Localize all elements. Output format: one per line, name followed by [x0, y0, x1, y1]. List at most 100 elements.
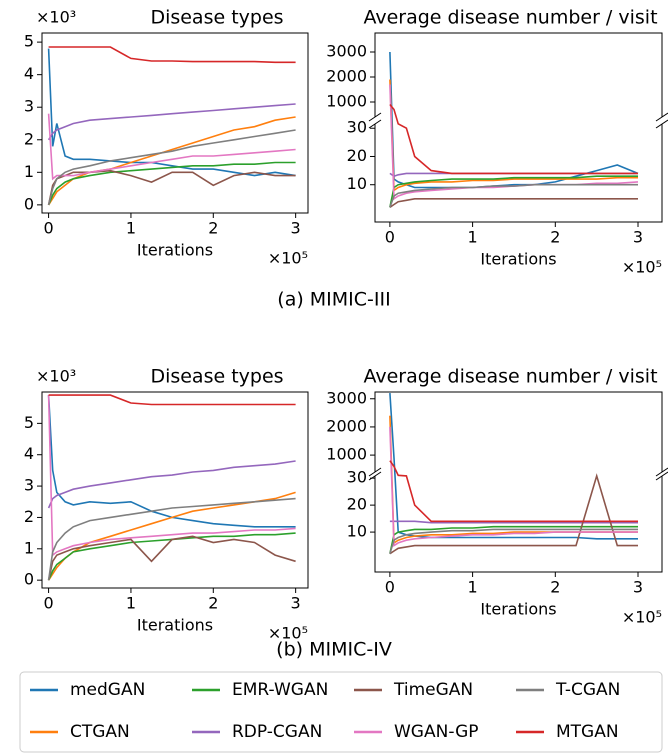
x-tick-label: 0 [43, 594, 53, 613]
x-offset-label: ×10⁵ [622, 608, 662, 627]
series-line: TimeGAN [47, 169, 296, 206]
series-line: MTGAN [48, 46, 296, 64]
caption: (b) MIMIC-IV [276, 639, 392, 661]
series-line: MTGAN [48, 394, 296, 406]
y-tick-label: 1000 [326, 92, 367, 111]
axis-break [655, 112, 668, 122]
legend-label: MTGAN [556, 722, 619, 742]
x-axis-label: Iterations [480, 250, 556, 269]
x-offset-label: ×10⁵ [268, 249, 308, 268]
series-line: WGAN-GP [47, 395, 296, 557]
series-line: medGAN [389, 393, 638, 540]
y-tick-label: 30 [347, 118, 367, 137]
series-line: medGAN [47, 395, 296, 528]
chart-title: Disease types [150, 7, 283, 29]
y-tick-label: 5 [24, 413, 34, 432]
x-tick-label: 3 [291, 219, 301, 238]
y-offset-label: ×10³ [36, 367, 76, 386]
x-tick-label: 3 [633, 228, 643, 247]
x-tick-label: 2 [208, 219, 218, 238]
chart-title: Average disease number / visit [363, 7, 657, 29]
axis-break [655, 119, 668, 129]
y-offset-label: ×10³ [36, 8, 76, 27]
series-line: MTGAN [389, 460, 638, 523]
series-line: T-CGAN [389, 528, 638, 554]
x-tick-label: 1 [468, 228, 478, 247]
caption: (a) MIMIC-III [277, 289, 390, 311]
y-tick-label: 5 [24, 32, 34, 51]
x-tick-label: 1 [126, 594, 136, 613]
y-tick-label: 10 [347, 174, 367, 193]
y-tick-label: 30 [347, 468, 367, 487]
axis-break [368, 112, 382, 122]
x-tick-label: 2 [550, 228, 560, 247]
series-line: CTGAN [47, 491, 296, 581]
series-line: medGAN [47, 48, 296, 177]
chart-title: Disease types [150, 366, 283, 388]
y-tick-label: 3 [24, 476, 34, 495]
y-tick-label: 1 [24, 538, 34, 557]
x-tick-label: 0 [385, 578, 395, 597]
series-line: WGAN-GP [389, 426, 638, 548]
legend-label: EMR-WGAN [232, 680, 328, 700]
x-tick-label: 0 [385, 228, 395, 247]
legend-label: T-CGAN [555, 680, 620, 700]
y-tick-label: 2000 [326, 416, 367, 435]
x-offset-label: ×10⁵ [268, 624, 308, 643]
axis-break [368, 119, 382, 129]
series-line: TimeGAN [389, 198, 638, 208]
x-tick-label: 2 [208, 594, 218, 613]
x-tick-label: 2 [550, 578, 560, 597]
x-axis-label: Iterations [480, 600, 556, 619]
axis-break [368, 471, 382, 481]
legend-label: RDP-CGAN [232, 722, 322, 742]
series-line: MTGAN [389, 103, 638, 175]
series-line: CTGAN [47, 116, 296, 206]
legend-label: CTGAN [70, 722, 130, 742]
y-tick-label: 4 [24, 444, 34, 463]
legend-label: TimeGAN [393, 680, 473, 700]
y-tick-label: 4 [24, 64, 34, 83]
series-line: RDP-CGAN [47, 460, 296, 509]
axis-frame [41, 391, 309, 589]
x-offset-label: ×10⁵ [622, 258, 662, 277]
axis-break [368, 467, 382, 477]
y-tick-label: 1 [24, 162, 34, 181]
series-line: CTGAN [389, 415, 638, 545]
series-line: T-CGAN [47, 497, 296, 581]
legend-box [19, 671, 663, 753]
series-line: WGAN-GP [47, 113, 296, 181]
y-tick-label: 2000 [326, 67, 367, 86]
x-tick-label: 1 [468, 578, 478, 597]
y-tick-label: 3 [24, 97, 34, 116]
series-line: EMR-WGAN [389, 525, 638, 554]
y-tick-label: 1000 [326, 445, 367, 464]
series-line: RDP-CGAN [389, 520, 638, 524]
y-tick-label: 3000 [326, 388, 367, 407]
series-line: T-CGAN [389, 183, 638, 208]
axis-frame [374, 32, 663, 117]
series-line: TimeGAN [389, 473, 638, 555]
axis-frame [374, 476, 663, 573]
x-axis-label: Iterations [137, 616, 213, 635]
x-tick-label: 1 [126, 219, 136, 238]
y-tick-label: 3000 [326, 42, 367, 61]
x-tick-label: 0 [43, 219, 53, 238]
y-tick-label: 10 [347, 522, 367, 541]
y-tick-label: 0 [24, 194, 34, 213]
axis-break [655, 471, 668, 481]
axis-frame [374, 124, 663, 223]
x-axis-label: Iterations [137, 241, 213, 260]
series-line: RDP-CGAN [47, 103, 296, 141]
series-line: EMR-WGAN [47, 161, 296, 206]
series-line: CTGAN [389, 79, 638, 192]
y-tick-label: 20 [347, 146, 367, 165]
x-tick-label: 3 [291, 594, 301, 613]
legend-label: WGAN-GP [394, 722, 479, 742]
x-tick-label: 3 [633, 578, 643, 597]
series-line: EMR-WGAN [389, 175, 638, 208]
y-tick-label: 20 [347, 495, 367, 514]
series-line: TimeGAN [47, 535, 296, 581]
y-tick-label: 2 [24, 129, 34, 148]
